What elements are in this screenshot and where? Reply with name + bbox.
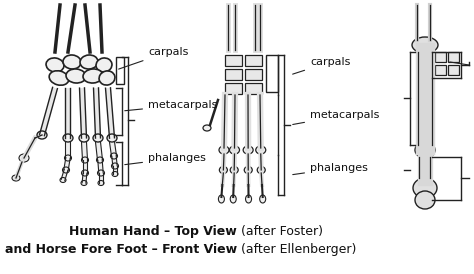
Ellipse shape bbox=[81, 181, 87, 185]
Text: (after Ellenberger): (after Ellenberger) bbox=[237, 244, 356, 256]
Ellipse shape bbox=[413, 178, 437, 198]
Ellipse shape bbox=[80, 55, 98, 69]
Ellipse shape bbox=[260, 195, 266, 203]
Polygon shape bbox=[96, 142, 102, 160]
Polygon shape bbox=[65, 142, 71, 158]
Ellipse shape bbox=[12, 175, 20, 181]
Text: phalanges: phalanges bbox=[293, 163, 368, 175]
Bar bbox=[245, 55, 262, 66]
Bar bbox=[225, 83, 242, 94]
Bar bbox=[266, 55, 278, 92]
Ellipse shape bbox=[46, 58, 64, 72]
Ellipse shape bbox=[415, 191, 435, 209]
Polygon shape bbox=[65, 88, 71, 138]
Ellipse shape bbox=[230, 167, 238, 173]
Ellipse shape bbox=[244, 167, 252, 173]
Polygon shape bbox=[64, 158, 70, 170]
Ellipse shape bbox=[98, 181, 104, 185]
Polygon shape bbox=[93, 88, 100, 138]
Text: (after Foster): (after Foster) bbox=[237, 226, 323, 238]
Text: carpals: carpals bbox=[292, 57, 350, 74]
Ellipse shape bbox=[415, 142, 435, 158]
Bar bbox=[448, 65, 459, 75]
Ellipse shape bbox=[37, 131, 47, 139]
Polygon shape bbox=[113, 166, 117, 174]
Ellipse shape bbox=[219, 167, 228, 173]
Ellipse shape bbox=[63, 134, 73, 142]
Ellipse shape bbox=[219, 195, 224, 203]
Ellipse shape bbox=[99, 71, 115, 85]
Ellipse shape bbox=[243, 146, 253, 154]
Polygon shape bbox=[109, 142, 117, 156]
Text: metacarpals: metacarpals bbox=[125, 100, 218, 111]
Polygon shape bbox=[82, 173, 87, 183]
Ellipse shape bbox=[63, 55, 81, 69]
Polygon shape bbox=[83, 160, 87, 173]
Polygon shape bbox=[98, 160, 103, 173]
Bar bbox=[435, 52, 446, 62]
Ellipse shape bbox=[110, 153, 118, 159]
Ellipse shape bbox=[79, 134, 89, 142]
Ellipse shape bbox=[111, 163, 118, 169]
Ellipse shape bbox=[83, 69, 103, 83]
Polygon shape bbox=[80, 88, 86, 138]
Ellipse shape bbox=[82, 157, 89, 163]
Ellipse shape bbox=[98, 170, 104, 176]
Ellipse shape bbox=[97, 157, 103, 163]
Ellipse shape bbox=[246, 195, 252, 203]
Polygon shape bbox=[112, 156, 117, 166]
Ellipse shape bbox=[96, 58, 112, 72]
Ellipse shape bbox=[93, 134, 103, 142]
Ellipse shape bbox=[229, 146, 239, 154]
Polygon shape bbox=[82, 142, 88, 160]
Ellipse shape bbox=[203, 125, 211, 131]
Ellipse shape bbox=[230, 195, 236, 203]
Bar bbox=[225, 55, 242, 66]
Ellipse shape bbox=[107, 134, 117, 142]
Text: metacarpals: metacarpals bbox=[293, 110, 379, 124]
Text: carpals: carpals bbox=[118, 47, 188, 69]
Ellipse shape bbox=[257, 167, 265, 173]
Ellipse shape bbox=[60, 178, 66, 182]
Bar bbox=[116, 57, 124, 84]
Polygon shape bbox=[99, 173, 103, 183]
Ellipse shape bbox=[19, 154, 29, 162]
Ellipse shape bbox=[112, 172, 118, 176]
Ellipse shape bbox=[412, 37, 438, 53]
Polygon shape bbox=[61, 169, 68, 181]
Ellipse shape bbox=[256, 146, 266, 154]
Bar bbox=[225, 69, 242, 80]
Bar bbox=[435, 65, 446, 75]
Bar bbox=[245, 69, 262, 80]
Ellipse shape bbox=[66, 69, 86, 83]
Ellipse shape bbox=[82, 170, 89, 176]
Ellipse shape bbox=[63, 167, 70, 173]
Text: Dog and Horse Fore Foot – Front View: Dog and Horse Fore Foot – Front View bbox=[0, 244, 237, 256]
Bar bbox=[245, 83, 262, 94]
Polygon shape bbox=[106, 88, 115, 138]
Ellipse shape bbox=[64, 155, 72, 161]
Polygon shape bbox=[40, 87, 57, 136]
Text: phalanges: phalanges bbox=[125, 153, 206, 165]
Ellipse shape bbox=[219, 146, 229, 154]
Bar bbox=[448, 52, 459, 62]
Ellipse shape bbox=[49, 71, 69, 85]
Text: Human Hand – Top View: Human Hand – Top View bbox=[69, 226, 237, 238]
